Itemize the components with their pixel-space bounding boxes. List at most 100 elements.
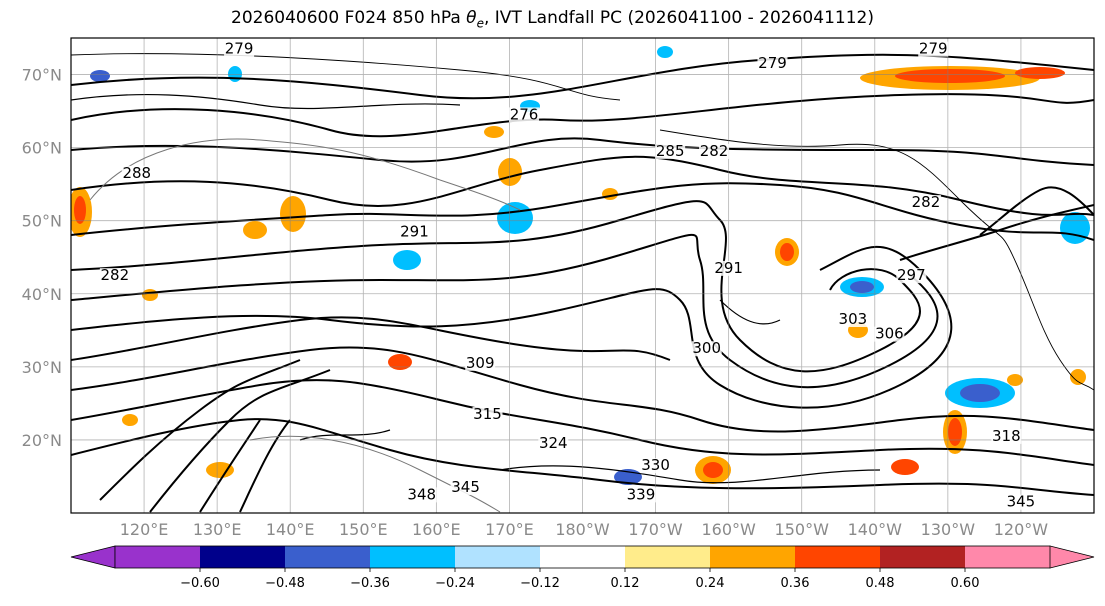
contour-label: 318 [992, 427, 1021, 445]
contour-label: 309 [466, 354, 495, 372]
contour-label: 339 [627, 485, 656, 503]
contour-label-bg [713, 260, 744, 276]
lon-tick-label: 120°W [994, 520, 1049, 539]
colorbar: −0.60 −0.48 −0.36 −0.24 −0.12 0.12 0.24 0.36 0.4… [70, 545, 1095, 591]
lon-tick-label: 160°E [412, 520, 461, 539]
colorbar-tick-label: −0.48 [265, 576, 305, 591]
contour-label: 285 [656, 142, 685, 160]
colorbar-segment [370, 546, 456, 568]
contour-label-bg [406, 487, 437, 503]
title-suffix: , IVT Landfall PC (2026041100 - 20260411… [483, 8, 874, 28]
lon-tick-label: 150°W [775, 520, 830, 539]
lat-tick-label: 50°N [22, 212, 62, 231]
contour-label-bg [538, 436, 569, 452]
contour-label: 306 [875, 325, 904, 343]
lon-tick-label: 120°E [120, 520, 169, 539]
colorbar-extend-low [70, 545, 116, 569]
colorbar-segment [540, 546, 626, 568]
contour-label: 348 [407, 485, 436, 503]
contour-label-bg [450, 480, 481, 496]
contour-label: 330 [641, 456, 670, 474]
colorbar-tick-label: 0.60 [951, 576, 980, 591]
colorbar-segment [880, 546, 966, 568]
colorbar-frame [114, 545, 1051, 569]
contour-label-bg [465, 355, 496, 371]
contour-label: 279 [758, 54, 787, 72]
contour-label: 315 [473, 405, 502, 423]
contour-label: 303 [839, 310, 868, 328]
contour-lines [71, 53, 1094, 513]
contour-label: 291 [714, 259, 743, 277]
contour-label: 297 [897, 266, 926, 284]
coastlines [89, 138, 521, 513]
colorbar-tick-label: 0.36 [781, 576, 810, 591]
colorbar-extend-high [1049, 545, 1095, 569]
contour-label: 345 [1007, 493, 1036, 511]
contour-label-bg [121, 165, 152, 181]
lat-tick-label: 20°N [22, 431, 62, 450]
title-theta: θ [466, 8, 477, 28]
contour-label: 282 [101, 266, 130, 284]
contour-label: 282 [912, 193, 941, 211]
contour-label-bg [472, 407, 503, 422]
colorbar-tick-label: −0.24 [435, 576, 475, 591]
contour-label: 300 [692, 339, 721, 357]
contour-label-bg [691, 341, 722, 357]
contour-label-bg [991, 428, 1022, 444]
contour-label-bg [224, 41, 255, 57]
lon-tick-label: 160°W [701, 520, 756, 539]
colorbar-segment [200, 546, 286, 568]
contour-label-bg [896, 268, 927, 284]
contour-label-bg [640, 458, 671, 474]
title-subscript: e [476, 16, 484, 31]
contour-label-bg [625, 487, 656, 503]
colorbar-segment [710, 546, 796, 568]
contour-label: 279 [919, 40, 948, 58]
map-layers: 279 279 279 276 288 285 282 282 282 291 291 297 303 3… [71, 38, 1094, 513]
lon-tick-label: 180°W [555, 520, 610, 539]
lat-tick-label: 60°N [22, 139, 62, 158]
contour-label-bg [874, 326, 905, 342]
lon-tick-label: 140°E [266, 520, 315, 539]
colorbar-segment [795, 546, 881, 568]
contour-label-bg [509, 107, 540, 123]
lon-tick-label: 140°W [848, 520, 903, 539]
contour-label: 291 [400, 222, 429, 240]
lat-tick-label: 40°N [22, 285, 62, 304]
contour-label-bg [757, 56, 788, 72]
contour-label-bg [99, 268, 130, 284]
colorbar-segment [115, 546, 201, 568]
colorbar-segment [455, 546, 541, 568]
colorbar-segment [285, 546, 371, 568]
colorbar-segment [625, 546, 711, 568]
lon-tick-label: 130°E [193, 520, 242, 539]
lon-tick-label: 130°W [921, 520, 976, 539]
contour-label-bg [910, 195, 941, 211]
contour-label: 276 [510, 105, 539, 123]
continent-outlines [71, 53, 1094, 391]
colorbar-tick-label: −0.36 [350, 576, 390, 591]
contour-label-bg [655, 143, 686, 159]
colorbar-tick-label: 0.12 [611, 576, 640, 591]
contour-label-bg [837, 312, 868, 327]
colorbar-tick-label: 0.48 [866, 576, 895, 591]
lon-tick-label: 150°E [339, 520, 388, 539]
contour-label-bg [1005, 494, 1036, 510]
colorbar-tick-label: −0.12 [520, 576, 560, 591]
lat-tick-label: 30°N [22, 358, 62, 377]
colorbar-tick-label: 0.24 [696, 576, 725, 591]
contour-label-bg [699, 143, 730, 159]
lat-tick-label: 70°N [22, 66, 62, 85]
lon-tick-label: 170°W [628, 520, 683, 539]
contour-label: 282 [700, 142, 729, 160]
contour-label-bg [399, 224, 430, 240]
lon-tick-label: 170°E [485, 520, 534, 539]
contour-label: 279 [225, 40, 254, 58]
colorbar-tick-label: −0.60 [180, 576, 220, 591]
contour-label: 324 [539, 434, 568, 452]
plot-title: 2026040600 F024 850 hPa θe, IVT Landfall… [0, 8, 1105, 30]
latitude-labels: 20°N 30°N 40°N 50°N 60°N 70°N [22, 66, 62, 450]
contour-labels: 279 279 279 276 288 285 282 282 282 291 291 297 303 3… [99, 40, 1036, 511]
map-frame [70, 37, 1095, 514]
contour-label: 288 [122, 164, 151, 182]
